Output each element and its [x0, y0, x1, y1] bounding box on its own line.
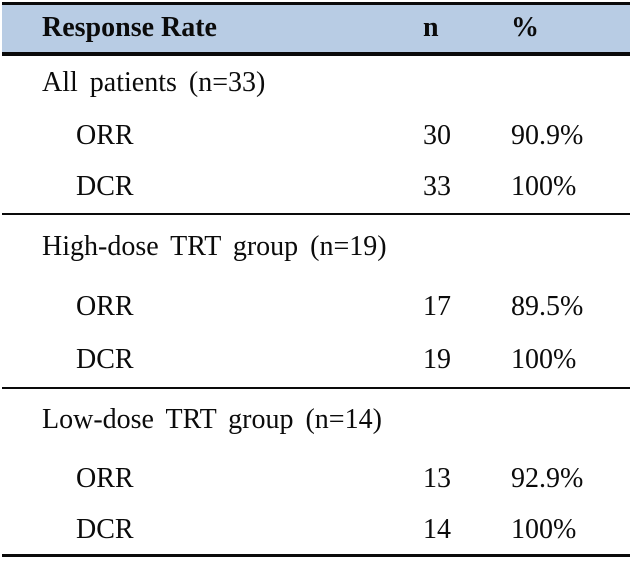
section-header-label: High-dose TRT group (n=19) — [42, 231, 387, 262]
table-row: ORR 13 92.9% — [2, 452, 630, 506]
row-label: ORR — [76, 290, 134, 322]
row-n-value: 33 — [423, 171, 451, 202]
row-pct-value: 100% — [511, 513, 577, 545]
row-n-value: 17 — [423, 290, 451, 322]
row-label: ORR — [76, 462, 134, 494]
row-pct-value: 92.9% — [511, 462, 584, 494]
section-header-label: All patients (n=33) — [42, 66, 266, 98]
section-header-low-dose: Low-dose TRT group (n=14) — [2, 388, 630, 452]
table-row: DCR 19 100% — [2, 334, 630, 388]
column-header-percent: % — [511, 12, 539, 44]
row-label: DCR — [76, 344, 134, 375]
row-pct-value: 100% — [511, 344, 577, 375]
section-header-high-dose: High-dose TRT group (n=19) — [2, 214, 630, 280]
row-n-value: 30 — [423, 119, 451, 151]
row-pct-value: 90.9% — [511, 119, 584, 151]
column-header-response-rate: Response Rate — [42, 12, 217, 44]
response-rate-table: Response Rate n % All patients (n=33) OR… — [2, 2, 630, 557]
table-row: ORR 17 89.5% — [2, 280, 630, 334]
table-row: ORR 30 90.9% — [2, 110, 630, 162]
row-n-value: 14 — [423, 513, 451, 545]
table-header-row: Response Rate n % — [2, 3, 630, 54]
table-row: DCR 14 100% — [2, 506, 630, 556]
row-pct-value: 100% — [511, 171, 577, 202]
row-pct-value: 89.5% — [511, 290, 584, 322]
row-label: DCR — [76, 171, 134, 202]
row-label: DCR — [76, 513, 134, 545]
section-header-label: Low-dose TRT group (n=14) — [42, 404, 382, 435]
column-header-n: n — [423, 12, 439, 44]
row-n-value: 19 — [423, 344, 451, 375]
section-header-all-patients: All patients (n=33) — [2, 54, 630, 110]
table-row: DCR 33 100% — [2, 162, 630, 214]
row-n-value: 13 — [423, 462, 451, 494]
row-label: ORR — [76, 119, 134, 151]
